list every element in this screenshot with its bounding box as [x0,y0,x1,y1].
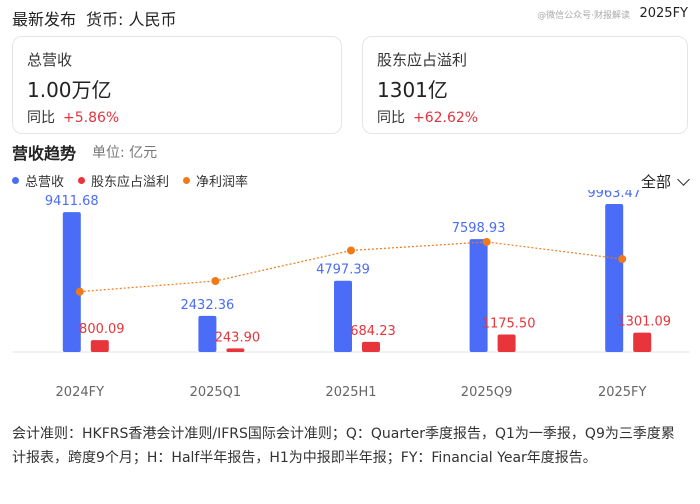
filter-label: 全部 [640,173,671,191]
revenue-card: 总营收 1.00万亿 同比 +5.86% [12,36,342,134]
yoy-label: 同比 [27,110,55,126]
data-label-revenue: 4797.39 [316,263,370,278]
bar-revenue [198,315,217,352]
bar-profit [497,334,516,352]
data-label-profit: 800.09 [79,322,125,337]
data-label-profit: 1175.50 [482,317,536,332]
bar-profit [633,332,652,352]
currency-label: 货币: 人民币 [86,10,177,29]
margin-point [618,254,627,263]
x-tick-label: 2025FY [598,385,647,400]
legend-dot [12,177,19,184]
x-tick-label: 2025Q1 [190,385,242,400]
yoy-value: +5.86% [63,110,120,126]
data-label-profit: 243.90 [215,330,261,345]
legend-label: 净利润率 [196,175,249,190]
chart-legend: 总营收 股东应占溢利 净利润率 [12,171,248,190]
data-label-revenue: 7598.93 [452,221,506,236]
data-label-revenue: 9963.47 [587,190,641,201]
legend-item-profit[interactable]: 股东应占溢利 [78,171,169,190]
chevron-down-icon [677,173,690,186]
profit-value: 1301亿 [377,78,448,102]
header-title: 最新发布 [12,10,77,29]
bar-revenue [469,239,488,352]
bar-profit [226,348,245,352]
margin-point [211,277,220,285]
revenue-yoy: 同比 +5.86% [27,107,327,127]
margin-point [482,237,491,246]
accounting-note: 会计准则：HKFRS香港会计准则/IFRS国际会计准则；Q：Quarter季度报… [12,426,675,466]
margin-point [347,246,355,255]
section-unit: 单位: 亿元 [92,145,158,161]
data-label-profit: 1301.09 [617,315,671,330]
bar-revenue [334,280,352,352]
data-label-revenue: 9411.68 [45,194,99,209]
data-label-profit: 684.23 [350,324,396,339]
legend-item-margin[interactable]: 净利润率 [183,171,248,190]
bar-profit [90,340,109,352]
watermark: @微信公众号·财报解读 [537,11,630,21]
profit-label: 股东应占溢利 [377,51,468,69]
bar-revenue [605,203,624,352]
header-left: 最新发布 货币: 人民币 [12,6,177,30]
yoy-label: 同比 [377,110,405,126]
legend-label: 股东应占溢利 [91,175,170,190]
margin-point [75,287,84,296]
margin-line [79,241,623,293]
section-title: 营收趋势 [12,144,77,163]
revenue-label: 总营收 [27,51,73,69]
bar-profit [362,341,380,352]
bar-revenue [62,212,81,352]
legend-dot [78,177,86,184]
range-filter-dropdown[interactable]: 全部 [640,171,690,192]
data-label-revenue: 2432.36 [181,298,235,313]
x-tick-label: 2024FY [56,385,105,400]
legend-dot [183,177,191,184]
revenue-trend-chart: 9411.68 800.09 2024FY 2432.36 243.90 2025Q1 47… [12,190,690,400]
x-tick-label: 2025Q9 [461,385,513,400]
legend-item-revenue[interactable]: 总营收 [12,171,64,190]
revenue-value: 1.00万亿 [27,78,112,102]
x-tick-label: 2025H1 [325,385,376,400]
profit-yoy: 同比 +62.62% [377,107,673,127]
profit-card: 股东应占溢利 1301亿 同比 +62.62% [362,36,688,134]
period-selector[interactable]: 2025FY [639,6,688,21]
legend-label: 总营收 [25,175,65,190]
yoy-value: +62.62% [413,110,479,126]
